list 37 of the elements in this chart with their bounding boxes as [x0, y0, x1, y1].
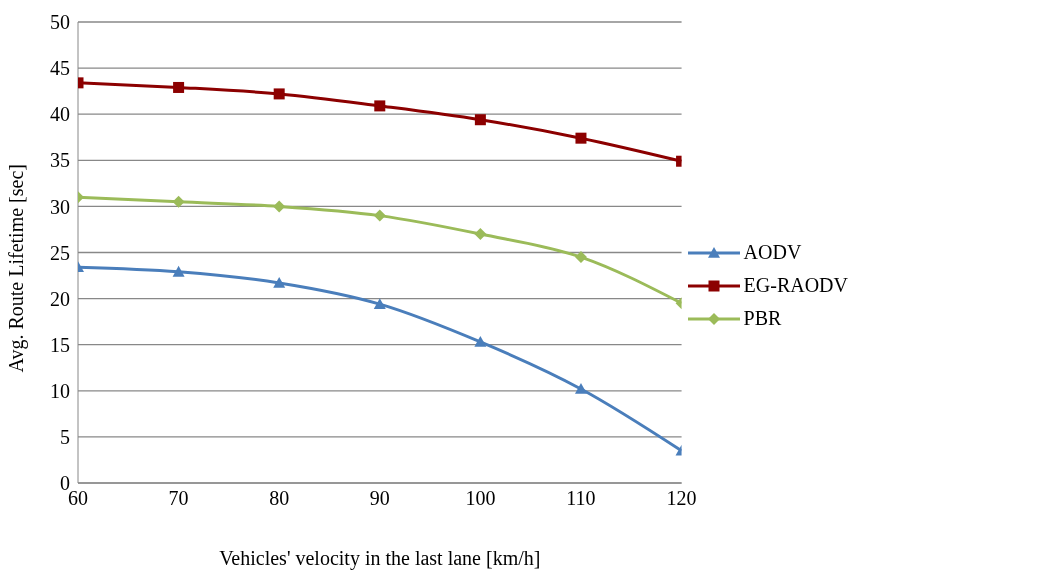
- y-tick-label: 5: [60, 426, 70, 448]
- y-tick-label: 40: [50, 103, 70, 126]
- point: [373, 298, 386, 309]
- legend-label: AODV: [743, 241, 802, 264]
- point: [575, 132, 587, 144]
- point: [172, 265, 185, 277]
- x-axis-title: Vehicles' velocity in the last lane [km/h]: [219, 547, 541, 570]
- y-tick-label: 25: [50, 241, 70, 264]
- y-tick-label: 10: [50, 379, 70, 402]
- x-tick-label: 70: [168, 487, 189, 510]
- y-tick-label: 45: [50, 57, 70, 80]
- x-tick-label: 90: [369, 487, 390, 510]
- y-axis-title: Avg. Route Lifetime [sec]: [5, 164, 29, 373]
- point: [173, 81, 185, 93]
- point: [474, 228, 487, 241]
- y-tick-label: 50: [50, 11, 70, 34]
- y-tick-label: 35: [50, 149, 70, 172]
- y-tick-label: 30: [50, 195, 70, 218]
- point: [474, 335, 487, 347]
- legend-label: PBR: [743, 307, 782, 330]
- point: [273, 200, 286, 213]
- point: [474, 114, 486, 126]
- point: [574, 382, 587, 394]
- y-tick-label: 0: [60, 472, 70, 495]
- x-tick-label: 110: [566, 487, 596, 510]
- y-tick-label: 15: [50, 333, 70, 356]
- legend-label: EG-RAODV: [743, 274, 848, 297]
- point: [574, 251, 587, 264]
- point: [273, 276, 286, 288]
- x-tick-label: 80: [269, 487, 290, 510]
- x-tick-label: 100: [465, 487, 496, 510]
- point: [374, 100, 386, 112]
- point: [373, 209, 386, 222]
- y-tick-label: 20: [50, 287, 70, 310]
- point: [273, 88, 285, 100]
- x-tick-label: 120: [666, 487, 697, 510]
- x-tick-label: 60: [68, 487, 88, 510]
